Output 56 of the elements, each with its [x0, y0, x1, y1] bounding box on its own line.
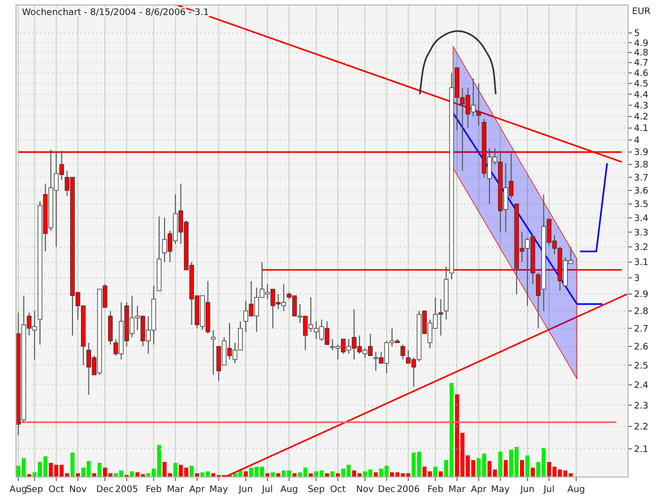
y-tick-label: 2.5 — [634, 361, 648, 372]
x-tick-label: 2006 — [396, 485, 420, 495]
y-tick-label: 3.9 — [634, 148, 649, 158]
y-axis-title: EUR — [632, 7, 651, 17]
x-tick-label: Dec — [378, 485, 396, 495]
x-tick-label: Feb — [146, 485, 162, 495]
x-tick-label: Feb — [427, 485, 444, 495]
y-tick-label: 4.7 — [634, 58, 648, 69]
x-tick-label: Apr — [470, 485, 487, 495]
x-tick-label: Jun — [519, 485, 534, 495]
y-tick-label: 3.6 — [634, 186, 649, 197]
x-tick-label: May — [209, 485, 229, 495]
y-tick-label: 3.3 — [634, 228, 648, 238]
y-tick-label: 2.4 — [634, 380, 649, 391]
x-tick-label: Apr — [189, 485, 206, 495]
x-tick-label: Nov — [69, 485, 88, 495]
y-tick-label: 4.6 — [634, 69, 649, 80]
x-tick-label: Nov — [356, 485, 374, 495]
x-tick-label: Mar — [448, 485, 466, 495]
y-tick-label: 3.4 — [634, 214, 649, 224]
y-tick-label: 4 — [634, 136, 640, 146]
y-tick-label: 4.2 — [634, 112, 648, 123]
y-tick-label: 4.5 — [634, 80, 648, 90]
x-tick-label: Sep — [308, 485, 325, 495]
y-tick-label: 2.6 — [634, 342, 649, 353]
y-tick-label: 2.9 — [634, 290, 649, 300]
y-tick-label: 2.3 — [634, 401, 648, 412]
x-tick-label: 2005 — [115, 485, 138, 495]
y-tick-label: 4.9 — [634, 38, 649, 49]
y-tick-label: 3.2 — [634, 243, 648, 254]
y-tick-label: 3 — [634, 274, 640, 284]
y-tick-label: 3.8 — [634, 160, 649, 171]
y-tick-label: 4.4 — [634, 90, 649, 100]
y-tick-label: 3.1 — [634, 258, 648, 268]
x-tick-label: Oct — [48, 485, 64, 495]
x-tick-label: Jun — [238, 485, 253, 495]
y-tick-label: 2.7 — [634, 324, 648, 334]
y-tick-label: 2.1 — [634, 444, 648, 455]
x-tick-label: May — [491, 485, 510, 495]
x-tick-label: Aug — [10, 485, 28, 495]
y-tick-label: 4.3 — [634, 101, 648, 112]
y-tick-label: 5 — [634, 29, 640, 40]
x-tick-label: Aug — [280, 485, 298, 495]
x-tick-label: Mar — [166, 485, 184, 495]
x-tick-label: Oct — [330, 485, 346, 495]
x-tick-label: Jul — [261, 485, 273, 495]
y-tick-label: 4.1 — [634, 124, 648, 134]
y-tick-label: 4.8 — [634, 48, 649, 59]
x-tick-label: Aug — [567, 485, 585, 495]
y-tick-label: 3.5 — [634, 200, 648, 210]
y-tick-label: 3.7 — [634, 173, 648, 184]
x-tick-label: Jul — [542, 485, 555, 495]
y-tick-label: 2.2 — [634, 422, 648, 433]
x-tick-label: Sep — [26, 485, 44, 495]
y-tick-label: 2.8 — [634, 307, 649, 318]
x-tick-label: Dec — [96, 485, 114, 495]
